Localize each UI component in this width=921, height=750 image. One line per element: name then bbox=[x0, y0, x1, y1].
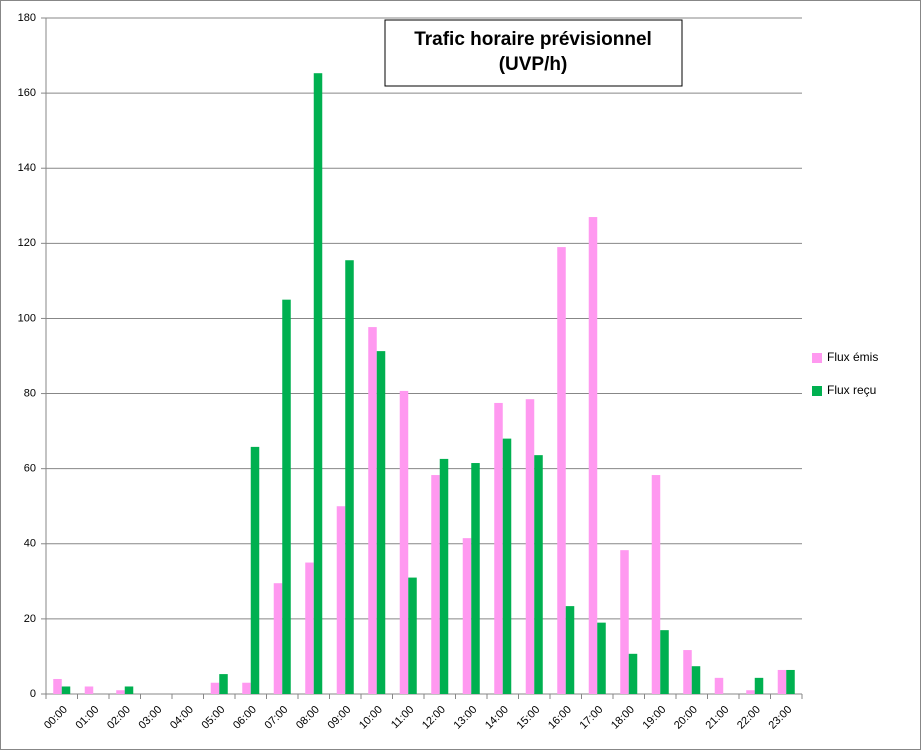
bar bbox=[714, 677, 724, 694]
bar bbox=[462, 538, 472, 694]
bar bbox=[84, 686, 94, 694]
bar bbox=[439, 458, 449, 694]
bar bbox=[620, 550, 629, 694]
bar bbox=[786, 669, 795, 694]
bar bbox=[651, 475, 661, 694]
bar bbox=[336, 506, 346, 694]
bar bbox=[399, 390, 409, 694]
bar bbox=[565, 606, 575, 694]
y-tick-label: 60 bbox=[24, 463, 36, 475]
bar bbox=[116, 690, 125, 694]
y-tick-label: 80 bbox=[24, 387, 36, 399]
bar bbox=[557, 247, 566, 695]
bar bbox=[376, 351, 386, 694]
bar bbox=[345, 260, 354, 694]
bar bbox=[777, 669, 787, 694]
bar bbox=[431, 475, 440, 694]
bar bbox=[242, 682, 251, 694]
bar bbox=[471, 463, 480, 694]
bar bbox=[368, 327, 377, 694]
bar bbox=[588, 217, 598, 695]
bar bbox=[502, 438, 512, 694]
bar bbox=[53, 678, 62, 694]
legend-label: Flux émis bbox=[827, 350, 878, 364]
bar bbox=[746, 690, 755, 694]
legend-swatch bbox=[812, 353, 822, 363]
y-tick-label: 180 bbox=[18, 12, 36, 24]
y-tick-label: 120 bbox=[18, 237, 36, 249]
bar bbox=[525, 399, 535, 694]
y-tick-label: 100 bbox=[18, 312, 36, 324]
bar bbox=[534, 455, 543, 694]
legend-label: Flux reçu bbox=[827, 383, 876, 397]
y-tick-label: 0 bbox=[30, 688, 36, 700]
chart-title: Trafic horaire prévisionnel bbox=[414, 29, 652, 50]
bar bbox=[273, 583, 283, 694]
legend-swatch bbox=[812, 386, 822, 396]
y-tick-label: 160 bbox=[18, 87, 36, 99]
bar bbox=[282, 299, 291, 694]
y-tick-label: 20 bbox=[24, 613, 36, 625]
bar bbox=[210, 682, 220, 694]
y-tick-label: 40 bbox=[24, 538, 36, 550]
bar bbox=[660, 630, 669, 694]
bar bbox=[305, 562, 314, 694]
bar bbox=[754, 677, 764, 694]
bar bbox=[683, 650, 692, 694]
bar bbox=[494, 402, 503, 694]
bar bbox=[219, 674, 228, 694]
bar bbox=[628, 653, 638, 694]
bar bbox=[61, 686, 71, 694]
bar bbox=[597, 622, 606, 694]
bar bbox=[691, 666, 701, 694]
title-box bbox=[384, 19, 683, 87]
bar bbox=[408, 577, 417, 694]
bar bbox=[124, 686, 134, 694]
y-tick-label: 140 bbox=[18, 162, 36, 174]
bar bbox=[313, 73, 323, 694]
chart-title: (UVP/h) bbox=[499, 54, 568, 75]
bar bbox=[250, 446, 260, 694]
